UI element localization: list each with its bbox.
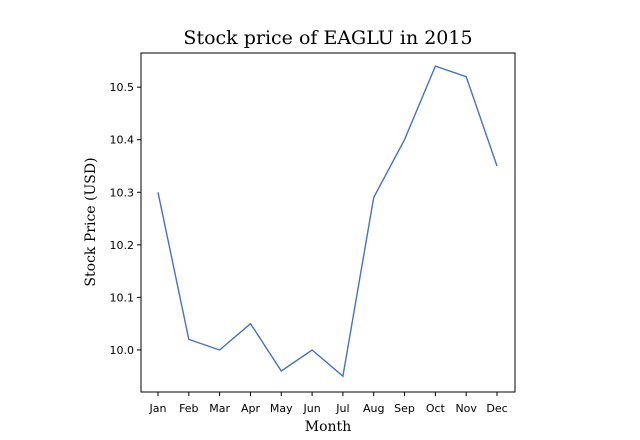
x-tick-label: Jun [302,402,320,415]
x-tick-label: Aug [363,402,384,415]
y-axis-label: Stock Price (USD) [83,157,99,286]
x-tick-label: Feb [179,402,198,415]
y-tick-label: 10.5 [110,81,135,94]
y-axis: 10.0 10.1 10.2 10.3 10.4 10.5 [110,81,141,357]
x-tick-label: Jan [149,402,167,415]
x-tick-label: Apr [241,402,261,415]
x-tick-label: Oct [426,402,446,415]
x-tick-label: Mar [209,402,230,415]
x-tick-label: Jul [335,402,349,415]
plot-frame [140,52,516,393]
chart-title: Stock price of EAGLU in 2015 [183,27,472,49]
y-tick-label: 10.1 [110,291,135,304]
x-tick-label: Dec [486,402,507,415]
y-tick-label: 10.3 [110,186,135,199]
y-tick-label: 10.0 [110,344,135,357]
y-tick-label: 10.4 [110,134,135,147]
y-tick-label: 10.2 [110,239,135,252]
x-tick-label: Sep [394,402,415,415]
x-axis: Jan Feb Mar Apr May Jun Jul Aug Sep Oct Nov Dec [149,392,508,415]
series-line [157,65,498,378]
x-tick-label: Nov [455,402,477,415]
x-tick-label: May [270,402,293,415]
x-axis-label: Month [305,419,351,435]
